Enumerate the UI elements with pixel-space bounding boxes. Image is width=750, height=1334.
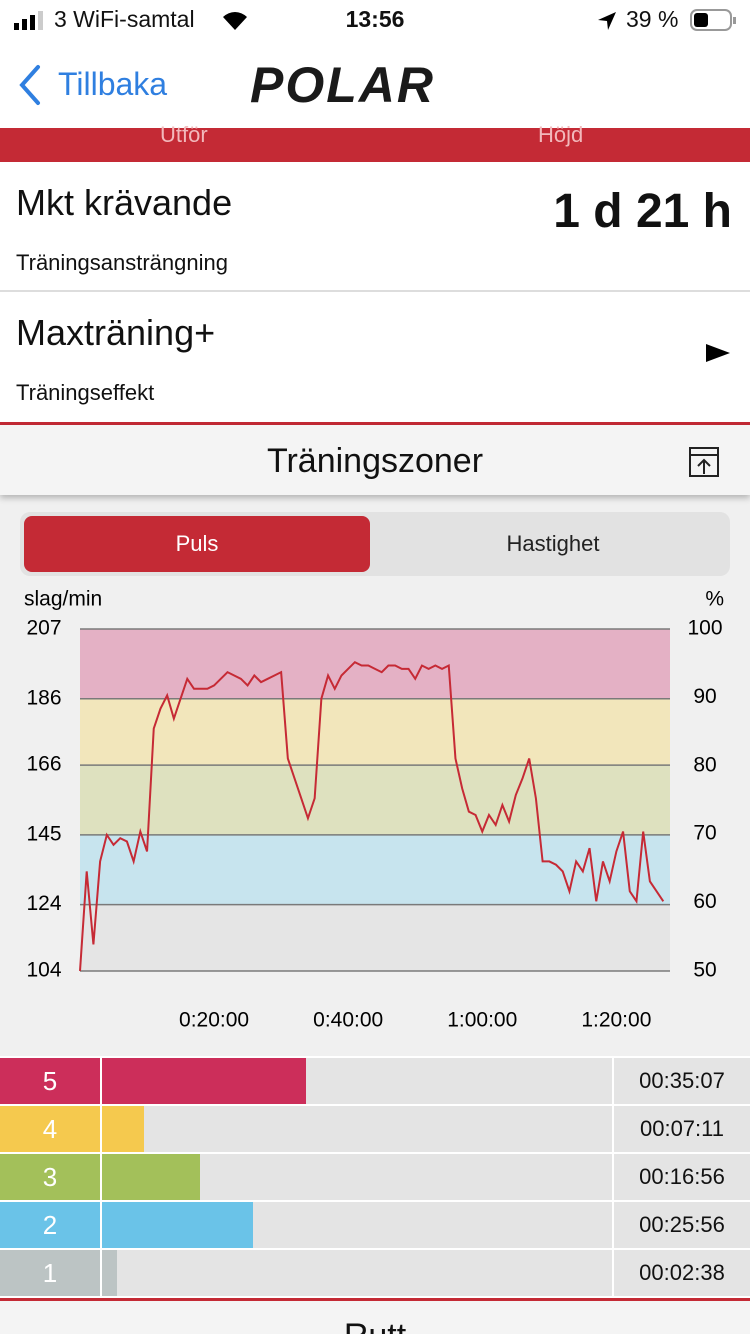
divider (0, 1298, 750, 1301)
zone-bar (102, 1058, 306, 1104)
zone-bar (102, 1106, 144, 1152)
y2-axis-label: % (705, 588, 724, 611)
back-chevron[interactable] (16, 64, 46, 106)
zone-band (80, 904, 670, 971)
zone-number: 3 (0, 1154, 100, 1200)
zone-band (80, 765, 670, 835)
section-title: Träningszoner (266, 442, 484, 480)
zone-band (80, 698, 670, 766)
zone-time-cell (614, 1154, 750, 1200)
segment-active[interactable]: Puls (24, 516, 370, 572)
zone-band (80, 629, 670, 699)
zone-time-cell (614, 1250, 750, 1296)
x-tick-label: 1:00:00 (447, 1009, 517, 1032)
row-subtitle: Träningseffekt (16, 380, 155, 405)
zone-table: 5 00:35:07 4 00:07:11 3 00:16:56 2 00:25:56 1 00:… (0, 1056, 750, 1298)
location-icon (598, 12, 616, 30)
battery-icon (690, 9, 736, 31)
logo: POLAR (250, 57, 435, 113)
zone-track (102, 1250, 612, 1296)
chart: slag/min % 207 186 166 145 124 104 100 90 80 70 60 50… (24, 588, 724, 1032)
zone-number: 4 (0, 1106, 100, 1152)
y-tick-label: 124 (26, 892, 61, 915)
header (0, 0, 750, 128)
signal-icon (14, 11, 43, 30)
y-tick-label: 104 (26, 959, 61, 982)
zone-time: 00:35:07 (639, 1068, 725, 1093)
divider (0, 422, 750, 425)
y-tick-label: 186 (26, 686, 61, 709)
tab[interactable]: Höjd (538, 122, 584, 147)
zone-time: 00:25:56 (639, 1212, 725, 1237)
section-header (0, 425, 750, 495)
zone-time: 00:02:38 (639, 1260, 725, 1285)
row-title: Mkt krävande (16, 182, 233, 223)
battery-level: 39 % (626, 6, 679, 32)
section-title: Rutt (0, 1317, 750, 1334)
x-tick-label: 0:20:00 (179, 1009, 249, 1032)
row-value: 1 d 21 h (553, 185, 732, 238)
y-axis-label: slag/min (24, 588, 102, 611)
y2-tick-label: 60 (693, 890, 716, 913)
divider (0, 290, 750, 292)
segment[interactable]: Hastighet (506, 531, 600, 556)
x-tick-label: 1:20:00 (581, 1009, 651, 1032)
row-subtitle: Träningsansträngning (16, 250, 228, 275)
zone-time: 00:16:56 (639, 1164, 725, 1189)
zone-track (102, 1106, 612, 1152)
y-tick-label: 207 (26, 617, 61, 640)
row-title[interactable]: Maxträning+ (16, 312, 216, 353)
heart-rate-line (79, 660, 665, 972)
tab[interactable]: Utför (160, 122, 208, 147)
carrier: 3 WiFi-samtal (54, 6, 195, 32)
zone-time-cell (614, 1202, 750, 1248)
export-icon[interactable] (688, 446, 720, 478)
zone-number: 2 (0, 1202, 100, 1248)
y2-tick-label: 80 (693, 753, 716, 776)
y2-tick-label: 70 (693, 822, 716, 845)
y-tick-label: 145 (26, 822, 61, 845)
x-tick-label: 0:40:00 (313, 1009, 383, 1032)
clock: 13:56 (345, 6, 405, 32)
back-button[interactable]: Tillbaka (58, 66, 168, 102)
zone-bar (102, 1154, 201, 1200)
wifi-icon (223, 12, 247, 31)
y2-tick-label: 90 (693, 685, 716, 708)
zone-bar (102, 1250, 118, 1296)
y-tick-label: 166 (26, 753, 61, 776)
zone-band (80, 834, 670, 905)
zone-bar (102, 1202, 253, 1248)
zone-time-cell (614, 1058, 750, 1104)
tab-strip (0, 128, 750, 162)
zone-time: 00:07:11 (639, 1116, 724, 1141)
zone-number: 1 (0, 1250, 100, 1296)
zone-number: 5 (0, 1058, 100, 1104)
y2-tick-label: 50 (693, 959, 716, 982)
arrow[interactable] (704, 342, 732, 364)
zone-time-cell (614, 1106, 750, 1152)
y2-tick-label: 100 (687, 617, 722, 640)
next-section: Rutt (0, 1301, 750, 1334)
summary (0, 162, 750, 422)
